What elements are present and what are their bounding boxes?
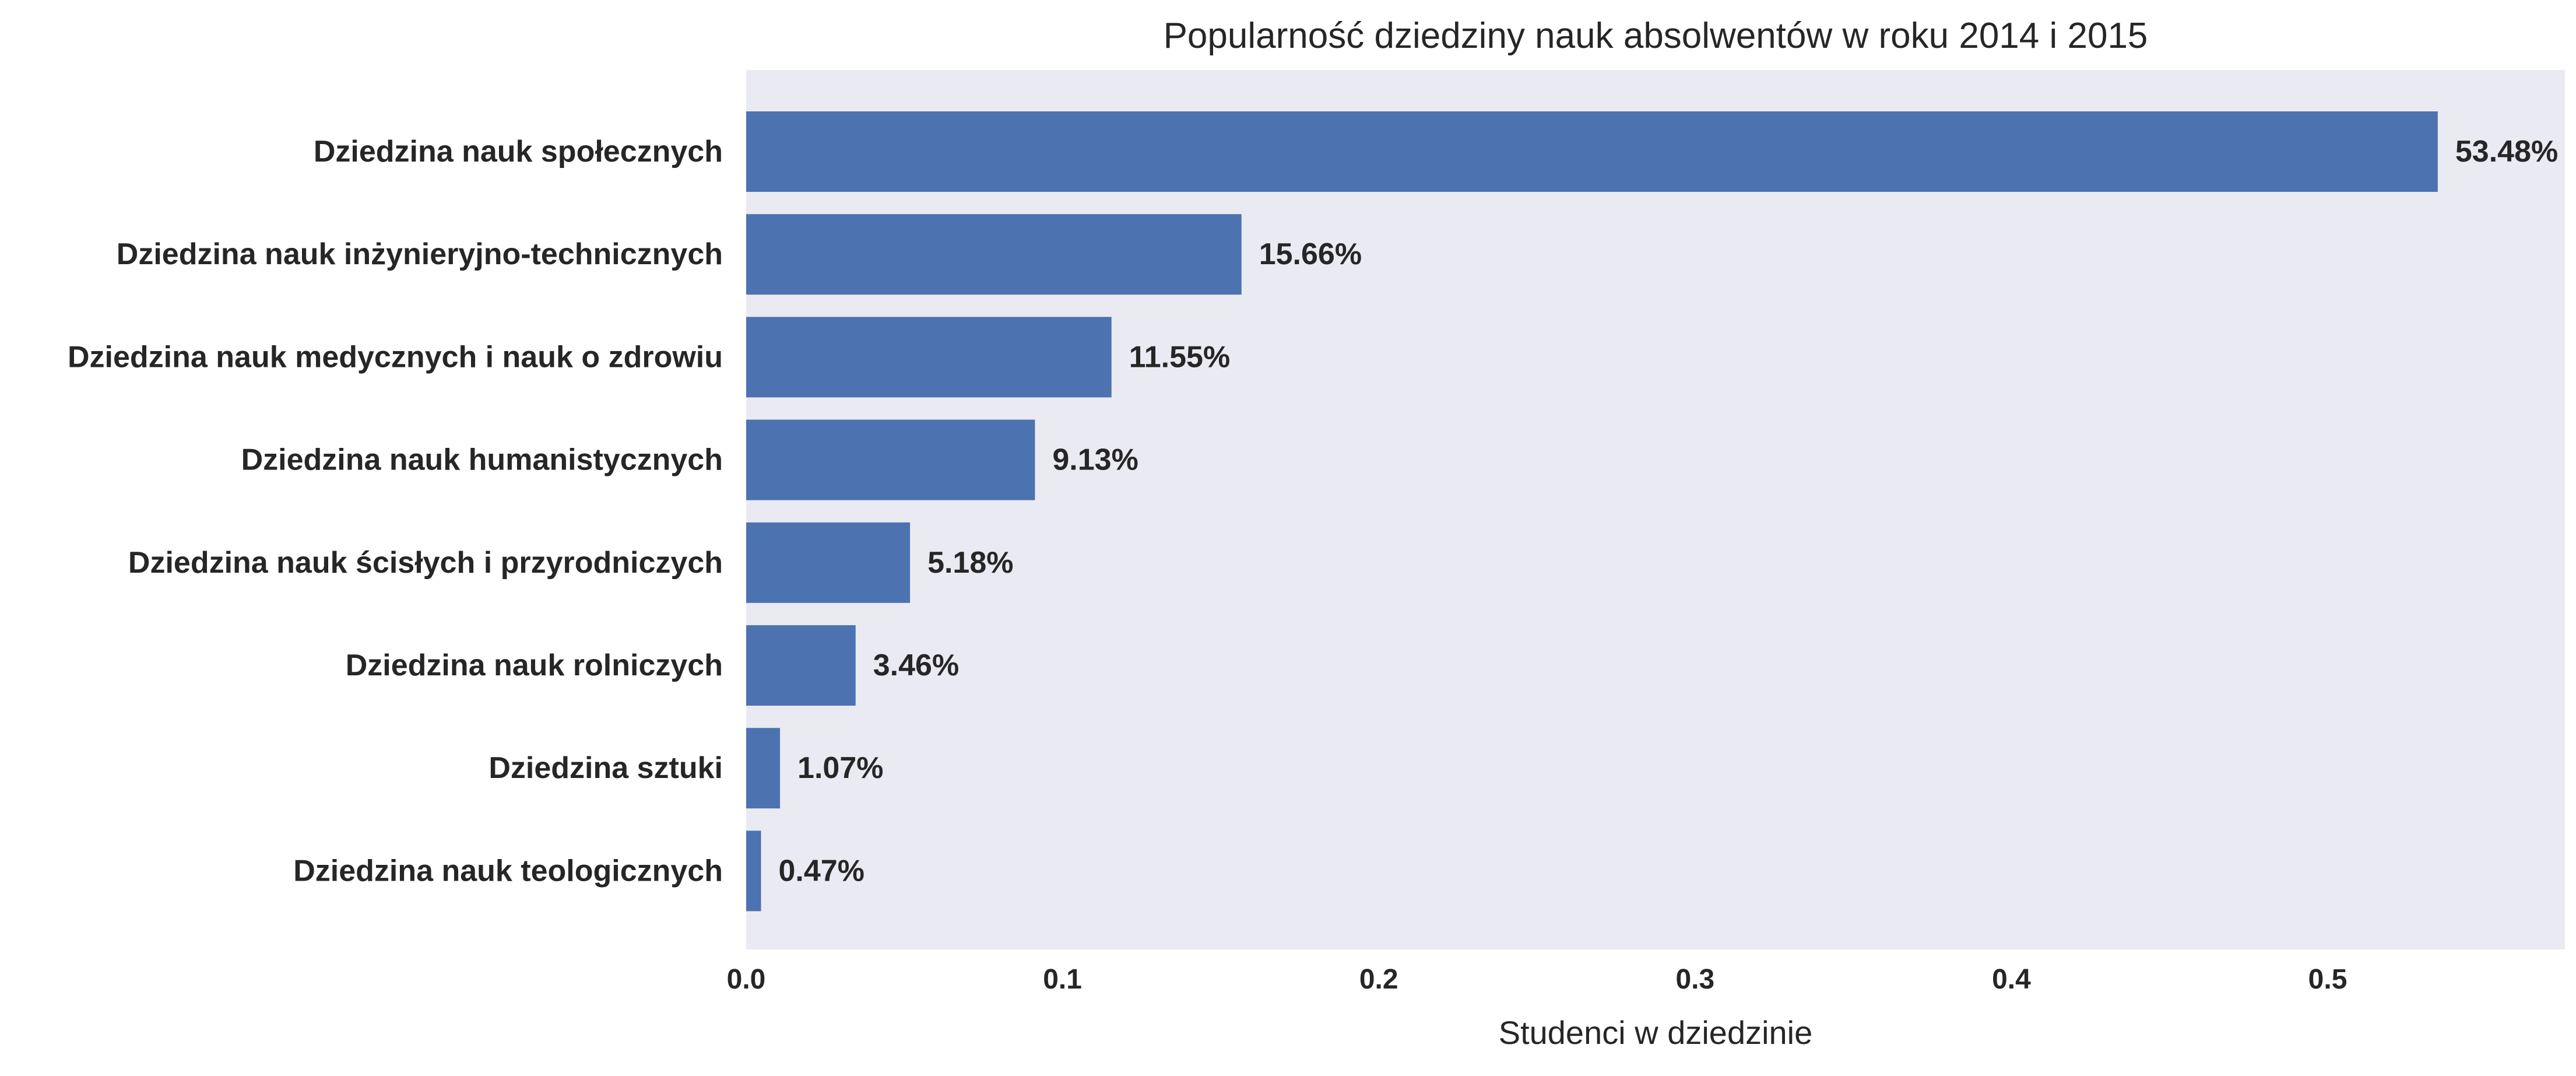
category-label: Dziedzina nauk teologicznych: [293, 854, 723, 888]
chart-title: Popularność dziedziny nauk absolwentów w…: [1164, 16, 2148, 56]
category-label: Dziedzina nauk rolniczych: [346, 649, 723, 682]
x-tick-label: 0.1: [1043, 964, 1082, 995]
bars: [746, 111, 2438, 912]
data-label: 3.46%: [873, 649, 959, 682]
data-label: 1.07%: [797, 751, 883, 785]
bar: [746, 419, 1035, 500]
category-label: Dziedzina nauk ścisłych i przyrodniczych: [128, 546, 723, 580]
data-label: 53.48%: [2455, 135, 2558, 169]
x-tick-label: 0.4: [1992, 964, 2031, 995]
data-labels: 53.48% 15.66% 11.55% 9.13% 5.18% 3.46% 1.07% 0.…: [779, 135, 2559, 888]
bar: [746, 830, 761, 912]
category-label: Dziedzina nauk humanistycznych: [241, 443, 723, 477]
bar: [746, 522, 911, 603]
category-labels: Dziedzina nauk społecznych Dziedzina nauk…: [68, 135, 723, 888]
category-label: Dziedzina sztuki: [489, 751, 723, 785]
bar: [746, 111, 2438, 192]
x-tick-label: 0.0: [727, 964, 766, 995]
category-label: Dziedzina nauk medycznych i nauk o zdrow…: [68, 340, 723, 374]
bar: [746, 625, 856, 706]
data-label: 15.66%: [1259, 237, 1362, 271]
x-tick-label: 0.2: [1359, 964, 1398, 995]
category-label: Dziedzina nauk inżynieryjno-technicznych: [117, 237, 723, 271]
x-axis-label: Studenci w dziedzinie: [1499, 1014, 1813, 1051]
x-tick-label: 0.5: [2308, 964, 2347, 995]
bar: [746, 317, 1112, 398]
data-label: 9.13%: [1052, 443, 1138, 477]
data-label: 5.18%: [927, 546, 1013, 580]
data-label: 0.47%: [779, 854, 864, 888]
data-label: 11.55%: [1129, 340, 1230, 374]
bar: [746, 728, 781, 809]
x-tick-labels: 0.0 0.1 0.2 0.3 0.4 0.5: [727, 964, 2347, 995]
bar: [746, 214, 1242, 295]
x-tick-label: 0.3: [1675, 964, 1714, 995]
plot-area: [746, 70, 2565, 949]
category-label: Dziedzina nauk społecznych: [314, 135, 723, 169]
